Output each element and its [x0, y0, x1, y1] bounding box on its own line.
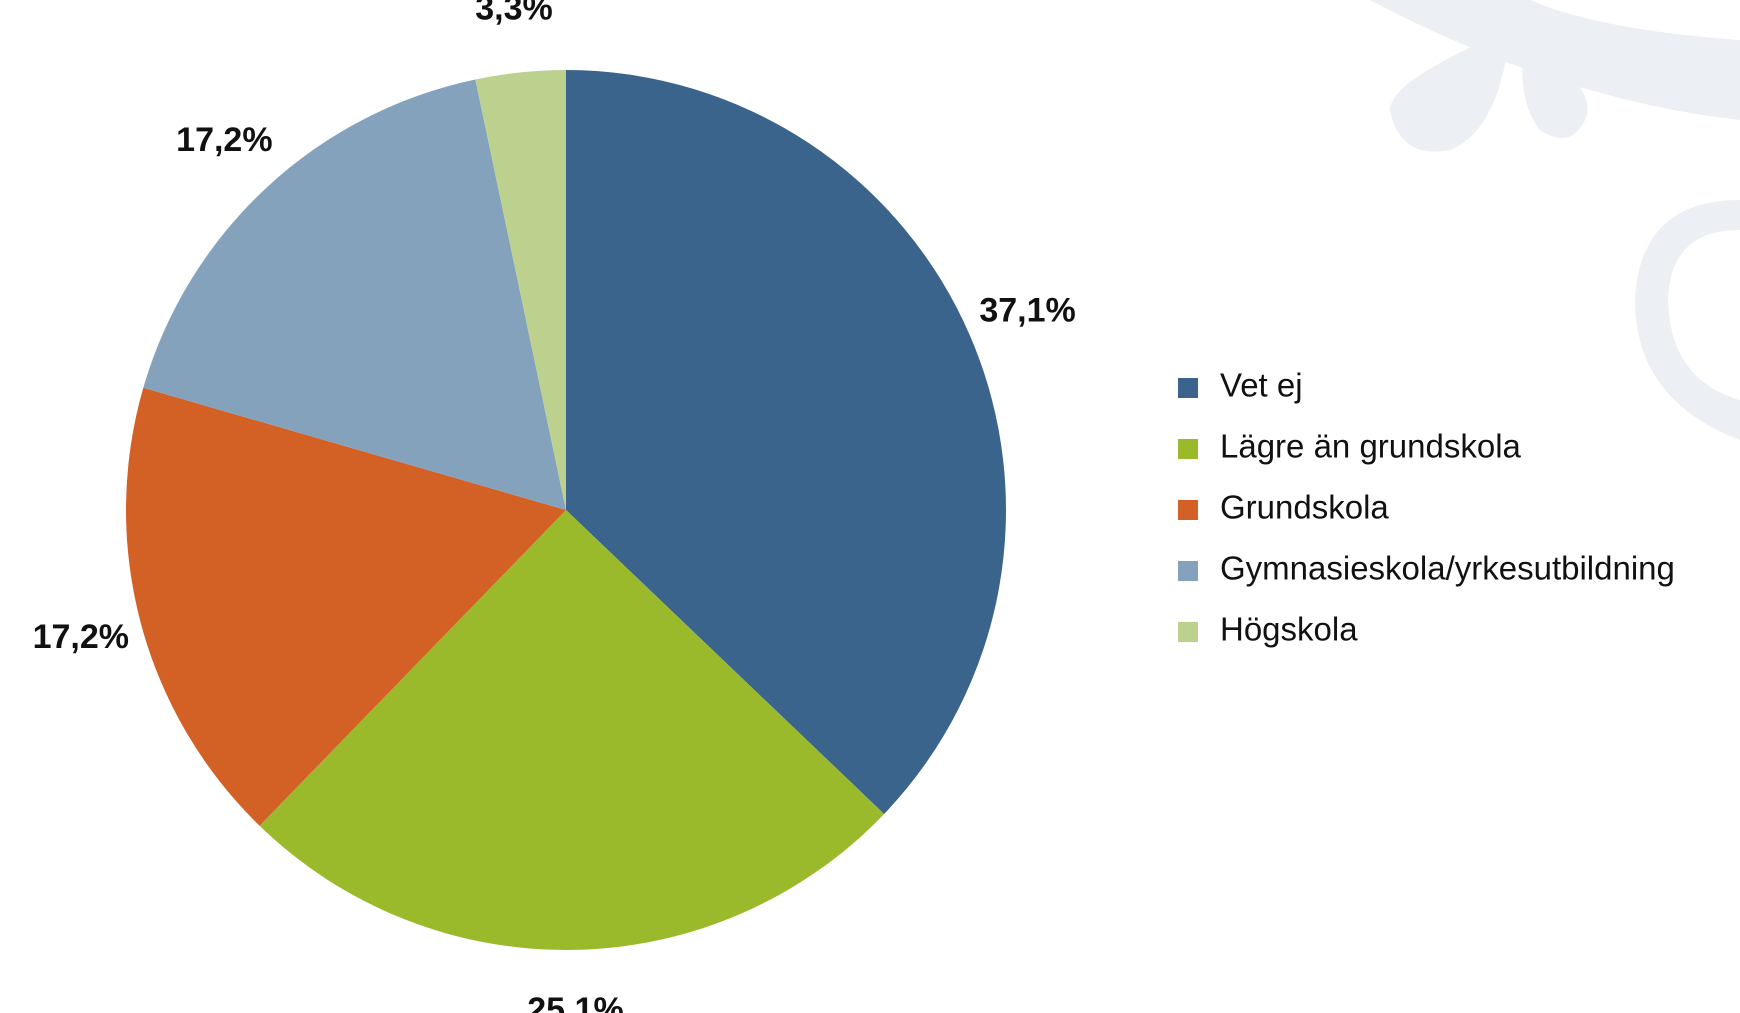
pie-slice — [475, 70, 566, 510]
value-label: 25,1% — [527, 991, 623, 1013]
legend-swatch — [1178, 622, 1198, 642]
legend-label: Högskola — [1220, 611, 1358, 648]
legend-label: Gymnasieskola/yrkesutbildning — [1220, 550, 1675, 587]
legend-swatch — [1178, 439, 1198, 459]
pie-slice — [259, 510, 885, 950]
legend-swatch — [1178, 561, 1198, 581]
legend-label: Vet ej — [1220, 367, 1303, 404]
pie-slice — [566, 70, 1006, 814]
value-label: 17,2% — [33, 618, 129, 656]
legend-label: Lägre än grundskola — [1220, 428, 1522, 465]
legend-swatch — [1178, 378, 1198, 398]
background-decoration — [1370, 0, 1740, 440]
legend-label: Grundskola — [1220, 489, 1389, 526]
value-label: 3,3% — [475, 0, 553, 28]
legend-swatch — [1178, 500, 1198, 520]
pie-slice — [126, 387, 566, 826]
pie-slice — [143, 79, 566, 511]
value-label: 37,1% — [979, 292, 1075, 330]
value-label: 17,2% — [176, 121, 272, 159]
